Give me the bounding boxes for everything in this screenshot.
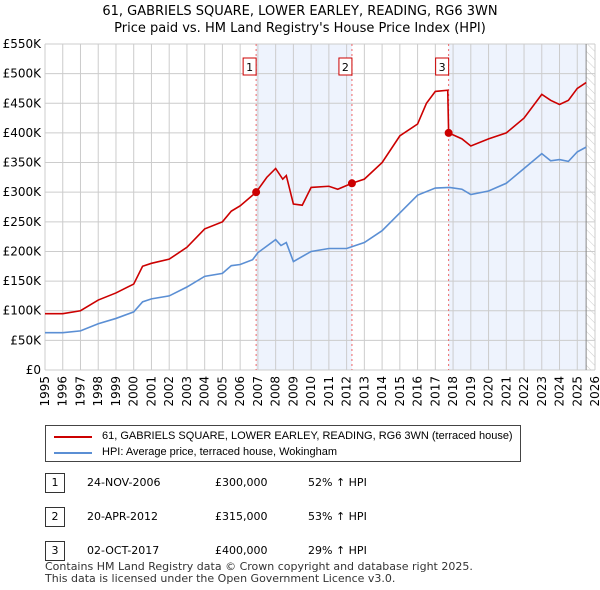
sale-marker-label: 2: [342, 61, 349, 74]
sale-price: £300,000: [215, 476, 268, 489]
x-tick-label: 2026: [588, 376, 600, 407]
x-tick-label: 2002: [162, 376, 176, 407]
x-tick-label: 1995: [38, 376, 52, 407]
x-tick-label: 2006: [233, 376, 247, 407]
y-tick-label: £300K: [3, 185, 43, 199]
shaded-period: [448, 44, 587, 370]
x-tick-label: 2001: [144, 376, 158, 407]
footer-line: This data is licensed under the Open Gov…: [45, 572, 396, 585]
y-tick-label: £450K: [3, 96, 43, 110]
x-tick-label: 1996: [56, 376, 70, 407]
legend-item-hpi: HPI: Average price, terraced house, Woki…: [54, 446, 337, 459]
sale-hpi: 53% ↑ HPI: [308, 510, 367, 523]
legend-swatch-red: [54, 435, 92, 438]
legend-label: 61, GABRIELS SQUARE, LOWER EARLEY, READI…: [102, 430, 513, 442]
sale-marker-box: [242, 57, 257, 76]
x-tick-label: 2003: [180, 376, 194, 407]
x-tick-label: 2023: [535, 376, 549, 407]
sale-point: [444, 128, 453, 137]
x-tick-label: 2004: [198, 376, 212, 407]
x-tick-label: 2021: [499, 376, 513, 407]
sale-hpi: 29% ↑ HPI: [308, 544, 367, 557]
sale-date: 24-NOV-2006: [87, 476, 161, 489]
legend-item-property: 61, GABRIELS SQUARE, LOWER EARLEY, READI…: [54, 430, 513, 443]
x-tick-label: 1997: [73, 376, 87, 407]
x-tick-label: 2008: [269, 376, 283, 407]
x-tick-label: 2017: [428, 376, 442, 407]
x-tick-label: 2000: [127, 376, 141, 407]
y-tick-label: £50K: [10, 333, 42, 347]
x-tick-label: 2014: [375, 376, 389, 407]
x-tick-label: 2009: [286, 376, 300, 407]
series-line: [45, 146, 587, 334]
footer-line: Contains HM Land Registry data © Crown c…: [45, 560, 473, 573]
x-tick-label: 2024: [553, 376, 567, 407]
y-tick-label: £500K: [3, 67, 43, 81]
y-tick-label: £200K: [3, 244, 43, 258]
x-tick-label: 2022: [517, 376, 531, 407]
legend-label: HPI: Average price, terraced house, Woki…: [102, 446, 337, 458]
sale-row: 3 02-OCT-2017 £400,000 29% ↑ HPI: [45, 541, 445, 561]
sale-point: [347, 179, 356, 188]
y-tick-label: £250K: [3, 215, 43, 229]
forecast-hatch: [586, 44, 595, 370]
x-tick-label: 2007: [251, 376, 265, 407]
sale-marker-box: [435, 57, 450, 76]
sale-marker-box: [338, 57, 353, 76]
x-tick-label: 2019: [464, 376, 478, 407]
y-tick-label: £150K: [3, 274, 43, 288]
sale-price: £315,000: [215, 510, 268, 523]
sale-hpi: 52% ↑ HPI: [308, 476, 367, 489]
title-line: 61, GABRIELS SQUARE, LOWER EARLEY, READI…: [102, 4, 498, 19]
legend: 61, GABRIELS SQUARE, LOWER EARLEY, READI…: [45, 425, 521, 462]
y-tick-label: £350K: [3, 156, 43, 170]
x-tick-label: 2013: [357, 376, 371, 407]
subtitle-line: Price paid vs. HM Land Registry's House …: [114, 21, 486, 36]
y-tick-label: £400K: [3, 126, 43, 140]
sale-date: 20-APR-2012: [87, 510, 159, 523]
x-tick-label: 2010: [304, 376, 318, 407]
sale-price: £400,000: [215, 544, 268, 557]
sale-number: 3: [45, 541, 65, 561]
x-tick-label: 2015: [393, 376, 407, 407]
y-tick-label: £100K: [3, 304, 43, 318]
sale-marker-label: 1: [246, 61, 253, 74]
series-line: [45, 81, 587, 315]
sale-row: 1 24-NOV-2006 £300,000 52% ↑ HPI: [45, 473, 445, 493]
x-tick-label: 2018: [446, 376, 460, 407]
x-tick-label: 1999: [109, 376, 123, 407]
x-tick-label: 2025: [570, 376, 584, 407]
price-chart: £0 £50K £100K £150K £200K £250K £300K £350K £400…: [3, 37, 600, 407]
x-tick-label: 2020: [482, 376, 496, 407]
sale-date: 02-OCT-2017: [87, 544, 160, 557]
sale-point: [252, 188, 261, 197]
sale-marker-label: 3: [439, 61, 446, 74]
shaded-period: [256, 44, 352, 370]
footer: Contains HM Land Registry data © Crown c…: [45, 561, 473, 585]
x-tick-label: 2012: [340, 376, 354, 407]
sale-number: 2: [45, 507, 65, 527]
y-tick-label: £550K: [3, 37, 43, 51]
x-tick-label: 2005: [215, 376, 229, 407]
y-tick-label: £0: [26, 363, 41, 377]
x-tick-label: 2016: [411, 376, 425, 407]
sale-number: 1: [45, 473, 65, 493]
x-tick-label: 2011: [322, 376, 336, 407]
x-tick-label: 1998: [91, 376, 105, 407]
sale-row: 2 20-APR-2012 £315,000 53% ↑ HPI: [45, 507, 445, 527]
chart-title: 61, GABRIELS SQUARE, LOWER EARLEY, READI…: [0, 3, 600, 37]
legend-swatch-blue: [54, 451, 92, 454]
